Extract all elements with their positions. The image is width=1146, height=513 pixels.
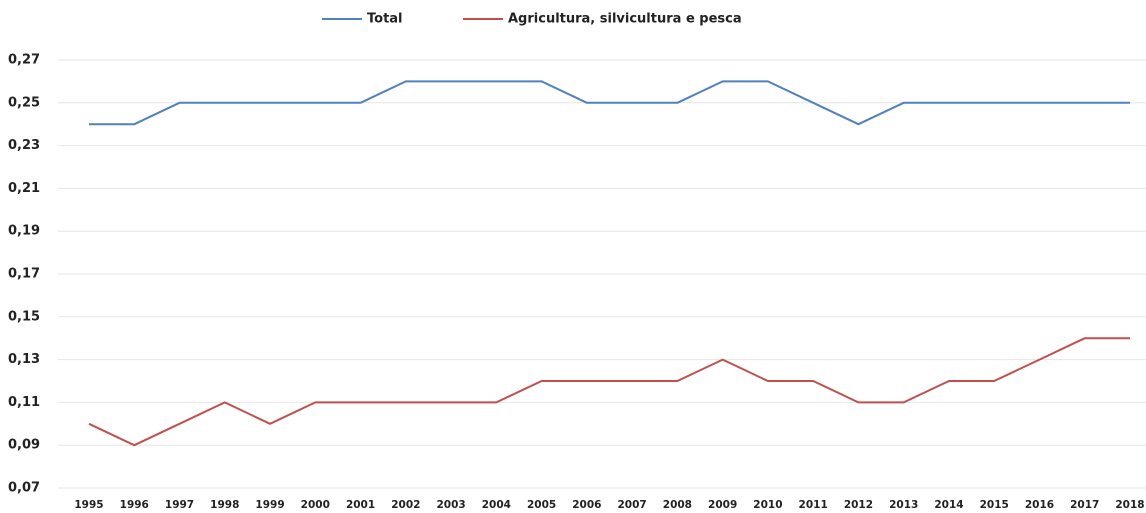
x-tick-label: 1997 xyxy=(165,499,194,511)
x-tick-label: 2017 xyxy=(1070,499,1099,511)
x-tick-label: 2005 xyxy=(527,499,556,511)
y-tick-label: 0,13 xyxy=(8,352,40,367)
x-tick-label: 2003 xyxy=(436,499,465,511)
x-tick-label: 2006 xyxy=(572,499,601,511)
y-tick-label: 0,27 xyxy=(8,53,40,68)
x-tick-label: 2002 xyxy=(391,499,420,511)
y-tick-label: 0,11 xyxy=(8,395,40,410)
y-tick-label: 0,21 xyxy=(8,181,40,196)
y-tick-label: 0,07 xyxy=(8,481,40,496)
y-tick-label: 0,17 xyxy=(8,267,40,282)
x-tick-label: 2004 xyxy=(482,499,511,511)
x-tick-label: 2014 xyxy=(934,499,963,511)
x-tick-label: 2011 xyxy=(799,499,828,511)
x-tick-label: 2007 xyxy=(618,499,647,511)
x-tick-label: 1999 xyxy=(255,499,284,511)
y-tick-label: 0,23 xyxy=(8,138,40,153)
x-tick-label: 2018 xyxy=(1115,499,1144,511)
legend-label: Total xyxy=(367,12,403,27)
y-tick-label: 0,25 xyxy=(8,95,40,110)
x-tick-label: 1995 xyxy=(74,499,103,511)
x-tick-label: 2015 xyxy=(980,499,1009,511)
y-tick-label: 0,15 xyxy=(8,309,40,324)
x-tick-label: 2010 xyxy=(753,499,782,511)
series-line xyxy=(88,337,1130,447)
x-tick-label: 2000 xyxy=(301,499,330,511)
legend-label: Agricultura, silvicultura e pesca xyxy=(508,12,742,27)
x-tick-label: 2016 xyxy=(1025,499,1054,511)
x-tick-label: 1996 xyxy=(120,499,149,511)
x-tick-label: 2001 xyxy=(346,499,375,511)
y-tick-label: 0,09 xyxy=(8,438,40,453)
series-line xyxy=(89,80,1130,126)
x-tick-label: 2012 xyxy=(844,499,873,511)
x-tick-label: 2009 xyxy=(708,499,737,511)
y-tick-label: 0,19 xyxy=(8,224,40,239)
x-tick-label: 2008 xyxy=(663,499,692,511)
x-tick-label: 2013 xyxy=(889,499,918,511)
x-tick-label: 1998 xyxy=(210,499,239,511)
